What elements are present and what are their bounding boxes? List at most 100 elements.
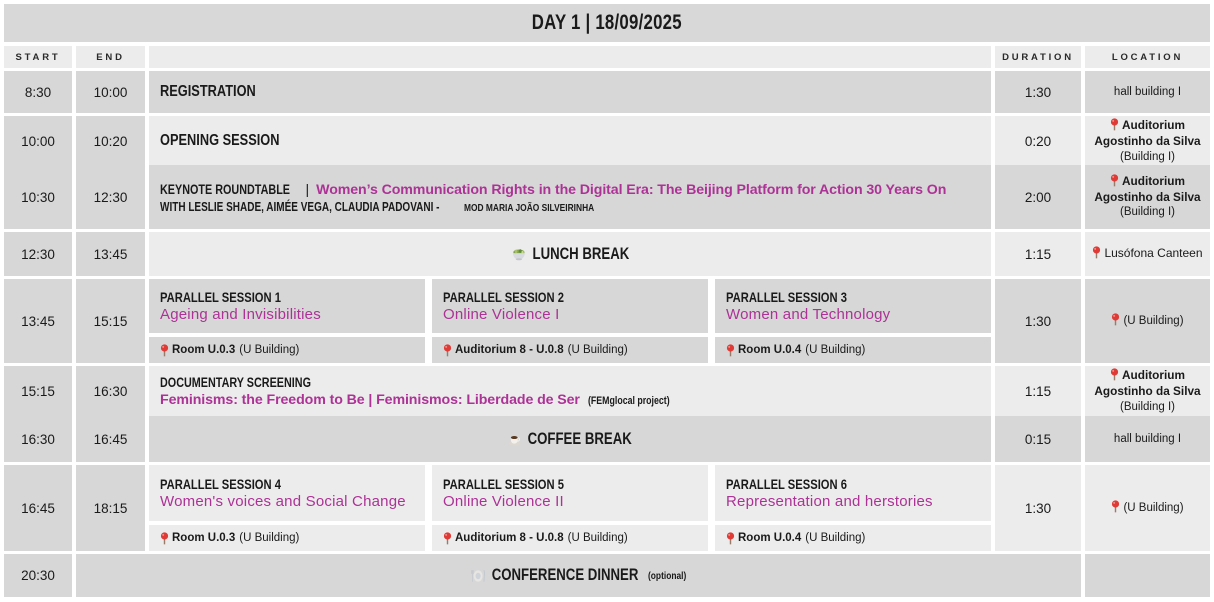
room-cell: Room U.0.3 (U Building) (149, 525, 425, 551)
parallel-session-cell: PARALLEL SESSION 1 Ageing and Invisibili… (149, 279, 425, 333)
keynote-title: Women’s Communication Rights in the Digi… (316, 181, 947, 198)
room-note: (U Building) (805, 344, 866, 356)
end-time: 10:00 (76, 71, 145, 113)
location-pin-icon (1111, 313, 1120, 326)
session-title: REGISTRATION (160, 83, 256, 100)
location-pin-icon (443, 343, 452, 357)
session-label: PARALLEL SESSION 1 (160, 289, 281, 305)
location-cell: Auditorium Agostinho da Silva (Building … (1085, 366, 1210, 417)
duration-cell: 1:30 (995, 279, 1081, 363)
location-pin-icon (1110, 118, 1119, 131)
break-cell: LUNCH BREAK (149, 232, 991, 276)
end-time: 15:15 (76, 279, 145, 363)
location-name: Lusófona Canteen (1104, 246, 1203, 261)
room-note: (U Building) (239, 532, 300, 544)
room-name: Room U.0.4 (738, 532, 802, 544)
start-time: 15:15 (4, 366, 72, 417)
parallel-session-cell: PARALLEL SESSION 5 Online Violence II (432, 465, 708, 521)
location-pin-icon (1111, 500, 1120, 513)
duration-cell: 1:30 (995, 71, 1081, 113)
room-note: (U Building) (567, 344, 628, 356)
session-title: Women's voices and Social Change (160, 493, 406, 510)
session-label: PARALLEL SESSION 5 (443, 476, 564, 492)
room-note: (U Building) (239, 344, 300, 356)
location-note: (Building I) (1120, 400, 1175, 413)
start-time: 16:45 (4, 465, 72, 551)
documentary-note: (FEMglocal project) (587, 394, 670, 407)
start-time: 10:30 (4, 165, 72, 229)
end-time: 12:30 (76, 165, 145, 229)
location-pin-icon (1110, 368, 1119, 381)
location-pin-icon (726, 531, 735, 545)
location-pin-icon (1092, 246, 1101, 259)
location-cell: hall building I (1085, 71, 1210, 113)
keynote-moderator: MOD MARIA JOÃO SILVEIRINHA (464, 201, 595, 214)
duration-cell: 1:15 (995, 366, 1081, 417)
parallel-session-cell: PARALLEL SESSION 3 Women and Technology (715, 279, 991, 333)
break-title: LUNCH BREAK (532, 244, 629, 263)
room-name: Room U.0.3 (172, 344, 236, 356)
location-name: Auditorium Agostinho da Silva (1094, 118, 1201, 148)
location-pin-icon (1110, 173, 1119, 187)
schedule-row-documentary: 15:15 16:30 DOCUMENTARY SCREENING Femini… (4, 366, 1210, 417)
duration-cell: 0:20 (995, 116, 1081, 167)
duration-cell: 2:00 (995, 165, 1081, 229)
session-title: OPENING SESSION (160, 132, 280, 150)
coffee-cup-icon (508, 433, 521, 446)
keynote-speakers: WITH LESLIE SHADE, AIMÉE VEGA, CLAUDIA P… (160, 199, 440, 214)
session-title: Online Violence II (443, 493, 564, 510)
start-time: 8:30 (4, 71, 72, 113)
location-cell (1085, 554, 1210, 597)
end-time: 18:15 (76, 465, 145, 551)
schedule-table: START END DURATION LOCATION 8:30 10:00 R… (4, 46, 1210, 597)
schedule-row-dinner: 20:30 CONFERENCE DINNER (optional) (4, 554, 1210, 597)
location-note: (Building I) (1120, 150, 1175, 163)
column-header-duration: DURATION (995, 46, 1081, 68)
session-label: PARALLEL SESSION 2 (443, 289, 564, 305)
room-name: Auditorium 8 - U.0.8 (455, 532, 564, 544)
session-cell: REGISTRATION (149, 71, 991, 113)
location-cell: Auditorium Agostinho da Silva (Building … (1085, 116, 1210, 167)
location-cell: (U Building) (1085, 279, 1210, 363)
location-name: Auditorium Agostinho da Silva (1094, 368, 1201, 398)
day-title: DAY 1 | 18/09/2025 (531, 11, 683, 34)
session-cell: KEYNOTE ROUNDTABLE | Women’s Communicati… (149, 165, 991, 229)
schedule-row-parallel-2: 16:45 18:15 PARALLEL SESSION 4 Women's v… (4, 465, 1210, 551)
start-time: 10:00 (4, 116, 72, 167)
location-note: (U Building) (1123, 315, 1184, 328)
end-time: 16:45 (76, 416, 145, 462)
salad-bowl-icon (511, 247, 525, 261)
parallel-sessions: PARALLEL SESSION 4 Women's voices and So… (149, 465, 991, 551)
parallel-sessions: PARALLEL SESSION 1 Ageing and Invisibili… (149, 279, 991, 363)
column-header-end: END (76, 46, 145, 68)
room-note: (U Building) (805, 532, 866, 544)
location-pin-icon (726, 343, 735, 357)
session-kind-label: DOCUMENTARY SCREENING (160, 374, 312, 390)
location-pin-icon (443, 531, 452, 545)
break-cell: COFFEE BREAK (149, 416, 991, 462)
session-title: Ageing and Invisibilities (160, 306, 321, 323)
duration-cell: 1:15 (995, 232, 1081, 276)
column-header-start: START (4, 46, 72, 68)
end-time: 16:30 (76, 366, 145, 417)
location-cell: (U Building) (1085, 465, 1210, 551)
schedule-row-parallel-1: 13:45 15:15 PARALLEL SESSION 1 Ageing an… (4, 279, 1210, 363)
session-label: PARALLEL SESSION 3 (726, 289, 847, 305)
parallel-session-cell: PARALLEL SESSION 2 Online Violence I (432, 279, 708, 333)
session-title: Online Violence I (443, 306, 560, 323)
session-title: Women and Technology (726, 306, 891, 323)
duration-cell: 1:30 (995, 465, 1081, 551)
dinner-title: CONFERENCE DINNER (491, 566, 639, 584)
start-time: 20:30 (4, 554, 72, 597)
documentary-title: Feminisms: the Freedom to Be | Feminismo… (160, 391, 580, 408)
schedule-row-keynote: 10:30 12:30 KEYNOTE ROUNDTABLE | Women’s… (4, 165, 1210, 229)
schedule-row-opening: 10:00 10:20 OPENING SESSION 0:20 Auditor… (4, 116, 1210, 167)
room-cell: Room U.0.4 (U Building) (715, 525, 991, 551)
schedule-row-coffee-break: 16:30 16:45 COFFEE BREAK 0:15 hall build… (4, 416, 1210, 462)
schedule-row-registration: 8:30 10:00 REGISTRATION 1:30 hall buildi… (4, 71, 1210, 113)
room-cell: Auditorium 8 - U.0.8 (U Building) (432, 525, 708, 551)
location-note: (U Building) (1123, 502, 1184, 515)
session-label: PARALLEL SESSION 6 (726, 476, 847, 492)
column-header-spacer (149, 46, 991, 68)
location-pin-icon (160, 531, 169, 545)
